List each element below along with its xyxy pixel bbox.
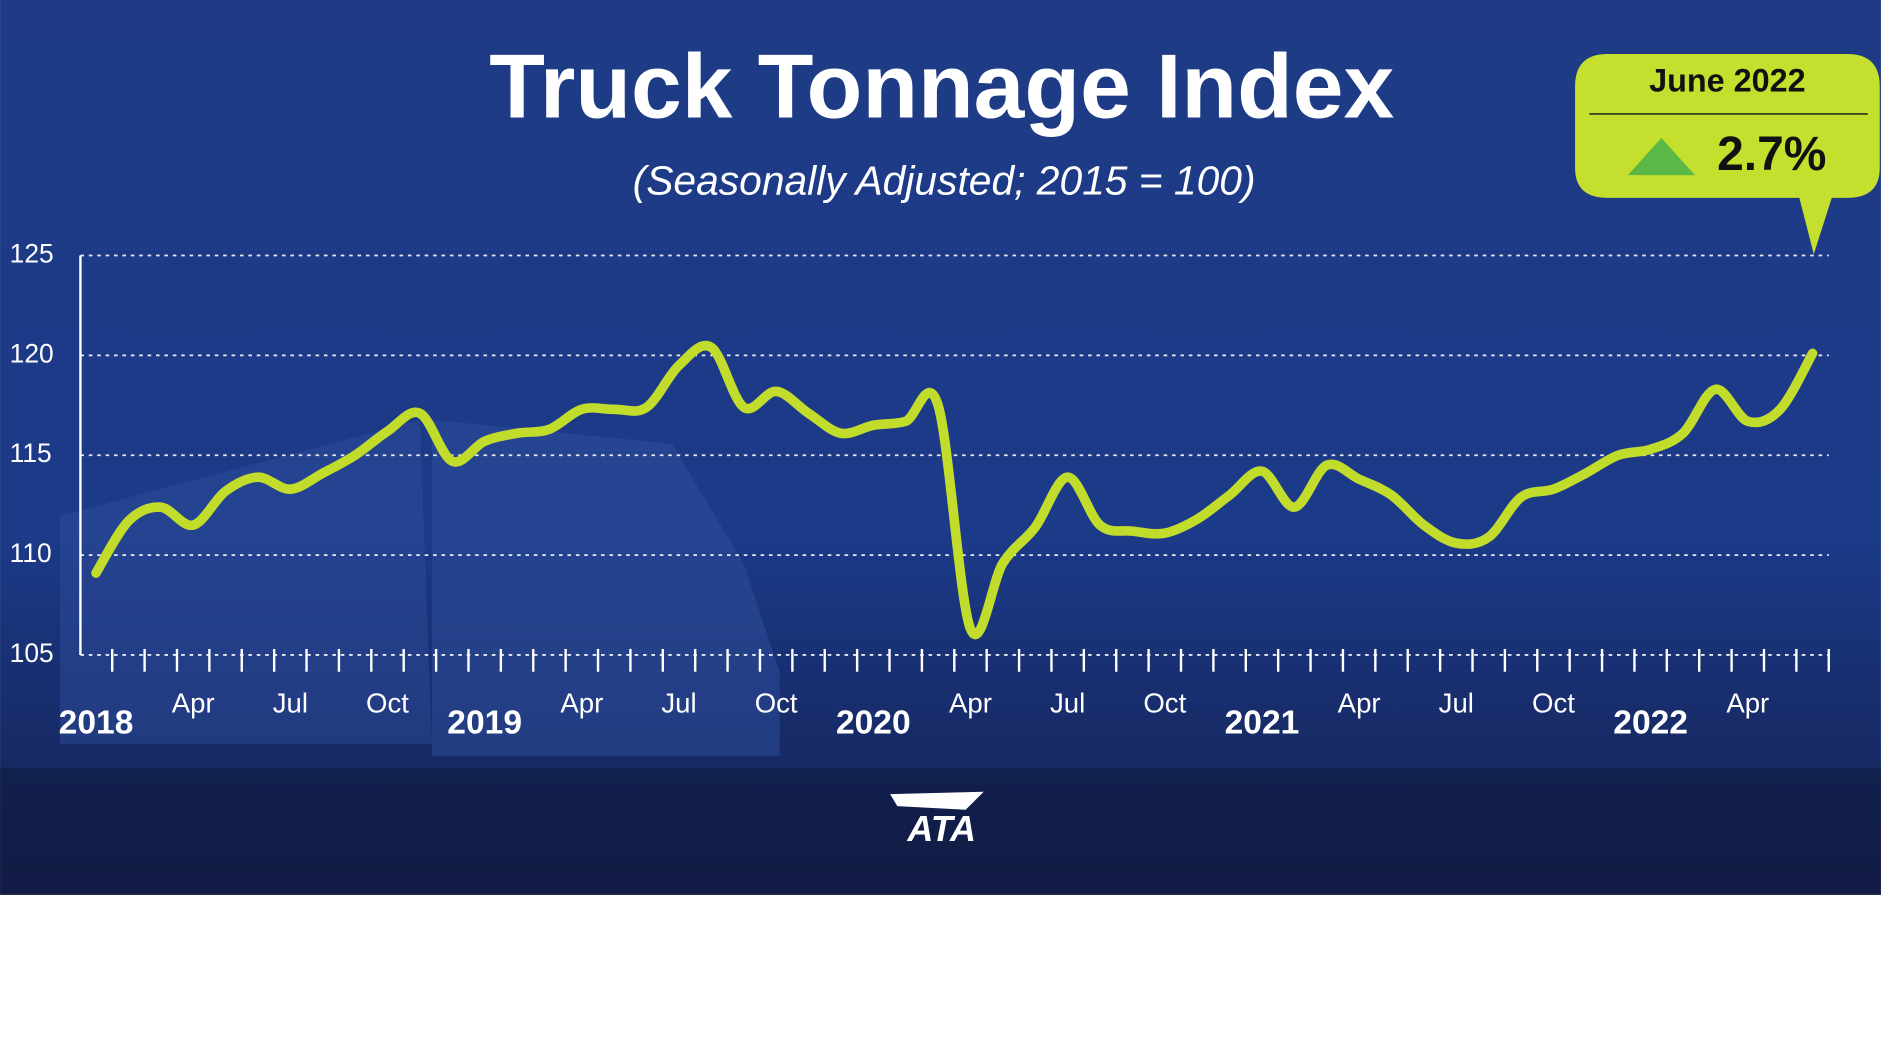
y-tick-label: 105 [10, 638, 54, 668]
callout-date: June 2022 [1649, 62, 1806, 98]
x-tick-label: 2022 [1613, 704, 1688, 741]
x-tick-label: Jul [661, 688, 696, 719]
background [0, 0, 1881, 895]
x-tick-label: Oct [755, 688, 798, 719]
x-tick-label: Jul [1439, 688, 1474, 719]
truck-cab [431, 419, 780, 756]
y-tick-label: 110 [10, 538, 52, 568]
y-tick-label: 120 [10, 338, 54, 368]
x-tick-label: Apr [172, 688, 215, 719]
x-tick-label: 2018 [59, 704, 134, 741]
x-tick-label: Apr [1726, 688, 1769, 719]
up-arrow [1627, 137, 1696, 176]
x-tick-label: 2021 [1225, 704, 1300, 741]
y-tick-label: 115 [10, 438, 52, 468]
x-tick-label: 2019 [447, 704, 522, 741]
road [0, 767, 1881, 895]
logo-text: ATA [906, 808, 976, 849]
x-tick-label: Apr [1338, 688, 1381, 719]
x-tick-label: Apr [560, 688, 603, 719]
x-tick-label: Jul [1050, 688, 1085, 719]
x-tick-label: Apr [949, 688, 992, 719]
logo-mark [890, 791, 984, 810]
x-tick-label: Jul [273, 688, 308, 719]
y-tick-label: 125 [10, 238, 54, 268]
x-tick-label: Oct [1532, 688, 1575, 719]
callout-change: 2.7% [1717, 128, 1826, 181]
chart-title: Truck Tonnage Index [489, 36, 1394, 138]
x-tick-label: Oct [1143, 688, 1186, 719]
chart-subtitle: (Seasonally Adjusted; 2015 = 100) [633, 157, 1256, 203]
x-tick-label: 2020 [836, 704, 911, 741]
x-tick-label: Oct [366, 688, 409, 719]
callout-box [1575, 53, 1880, 255]
data-line [91, 340, 1818, 640]
